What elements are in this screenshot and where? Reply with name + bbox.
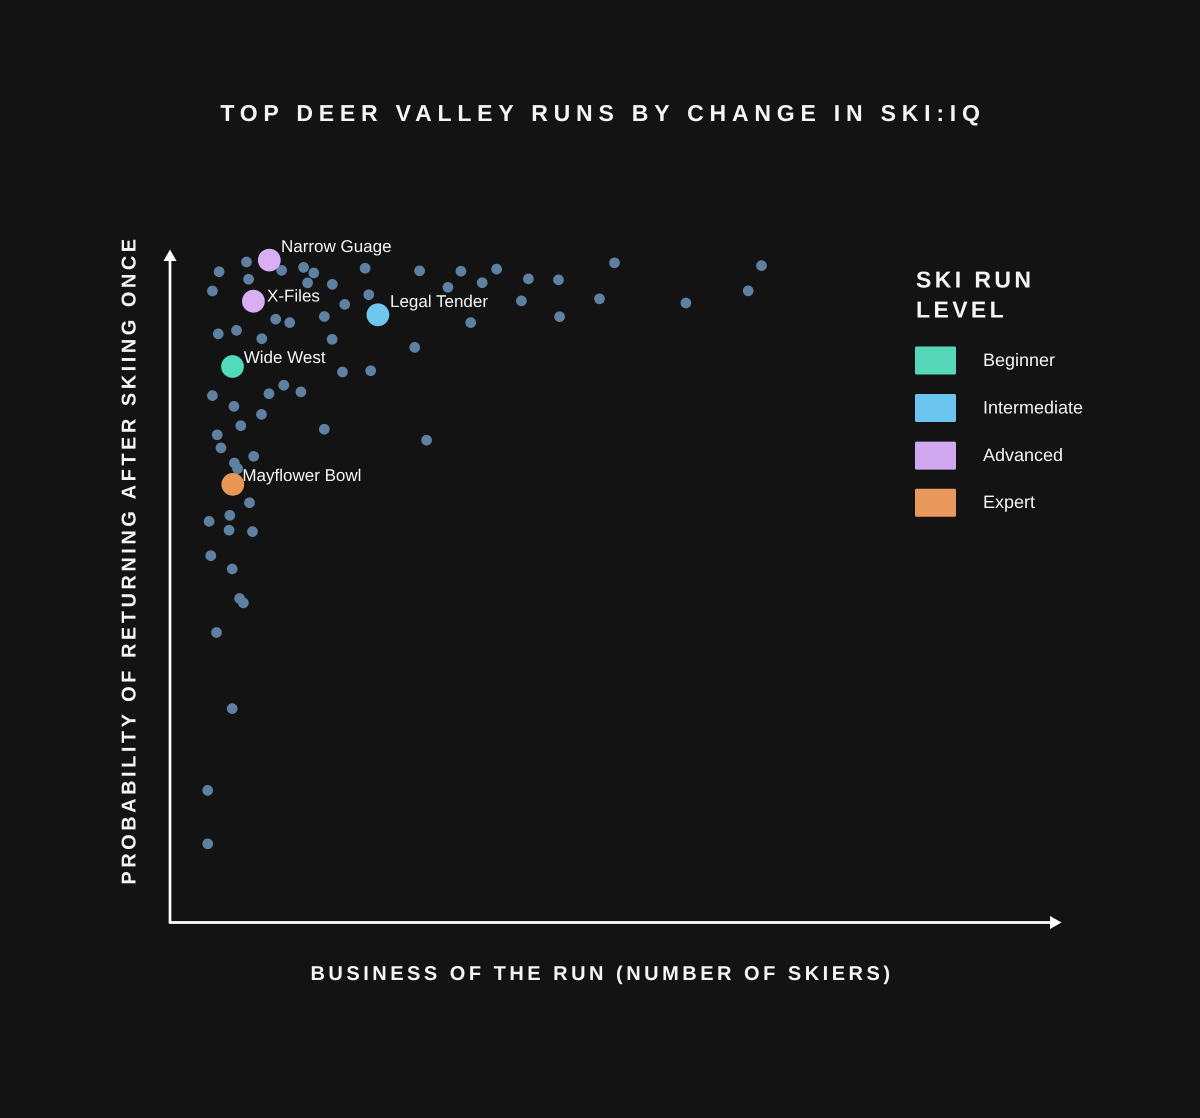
svg-text:Expert: Expert [983,492,1035,512]
svg-text:Advanced: Advanced [983,445,1063,465]
svg-text:Beginner: Beginner [983,350,1055,370]
svg-text:BUSINESS OF THE RUN (NUMBER OF: BUSINESS OF THE RUN (NUMBER OF SKIERS) [310,963,893,985]
svg-text:PROBABILITY OF RETURNING AFTER: PROBABILITY OF RETURNING AFTER SKIING ON… [119,235,141,884]
svg-text:TOP DEER VALLEY RUNS BY CHANGE: TOP DEER VALLEY RUNS BY CHANGE IN SKI:IQ [220,100,985,126]
svg-text:Intermediate: Intermediate [983,398,1083,418]
svg-text:Wide West: Wide West [244,348,326,367]
svg-text:Mayflower Bowl: Mayflower Bowl [242,466,361,485]
svg-text:LEVEL: LEVEL [916,297,1007,323]
svg-text:X-Files: X-Files [267,287,320,306]
svg-text:Narrow Guage: Narrow Guage [281,237,392,256]
svg-text:Legal Tender: Legal Tender [390,292,488,311]
svg-text:SKI RUN: SKI RUN [916,267,1034,293]
